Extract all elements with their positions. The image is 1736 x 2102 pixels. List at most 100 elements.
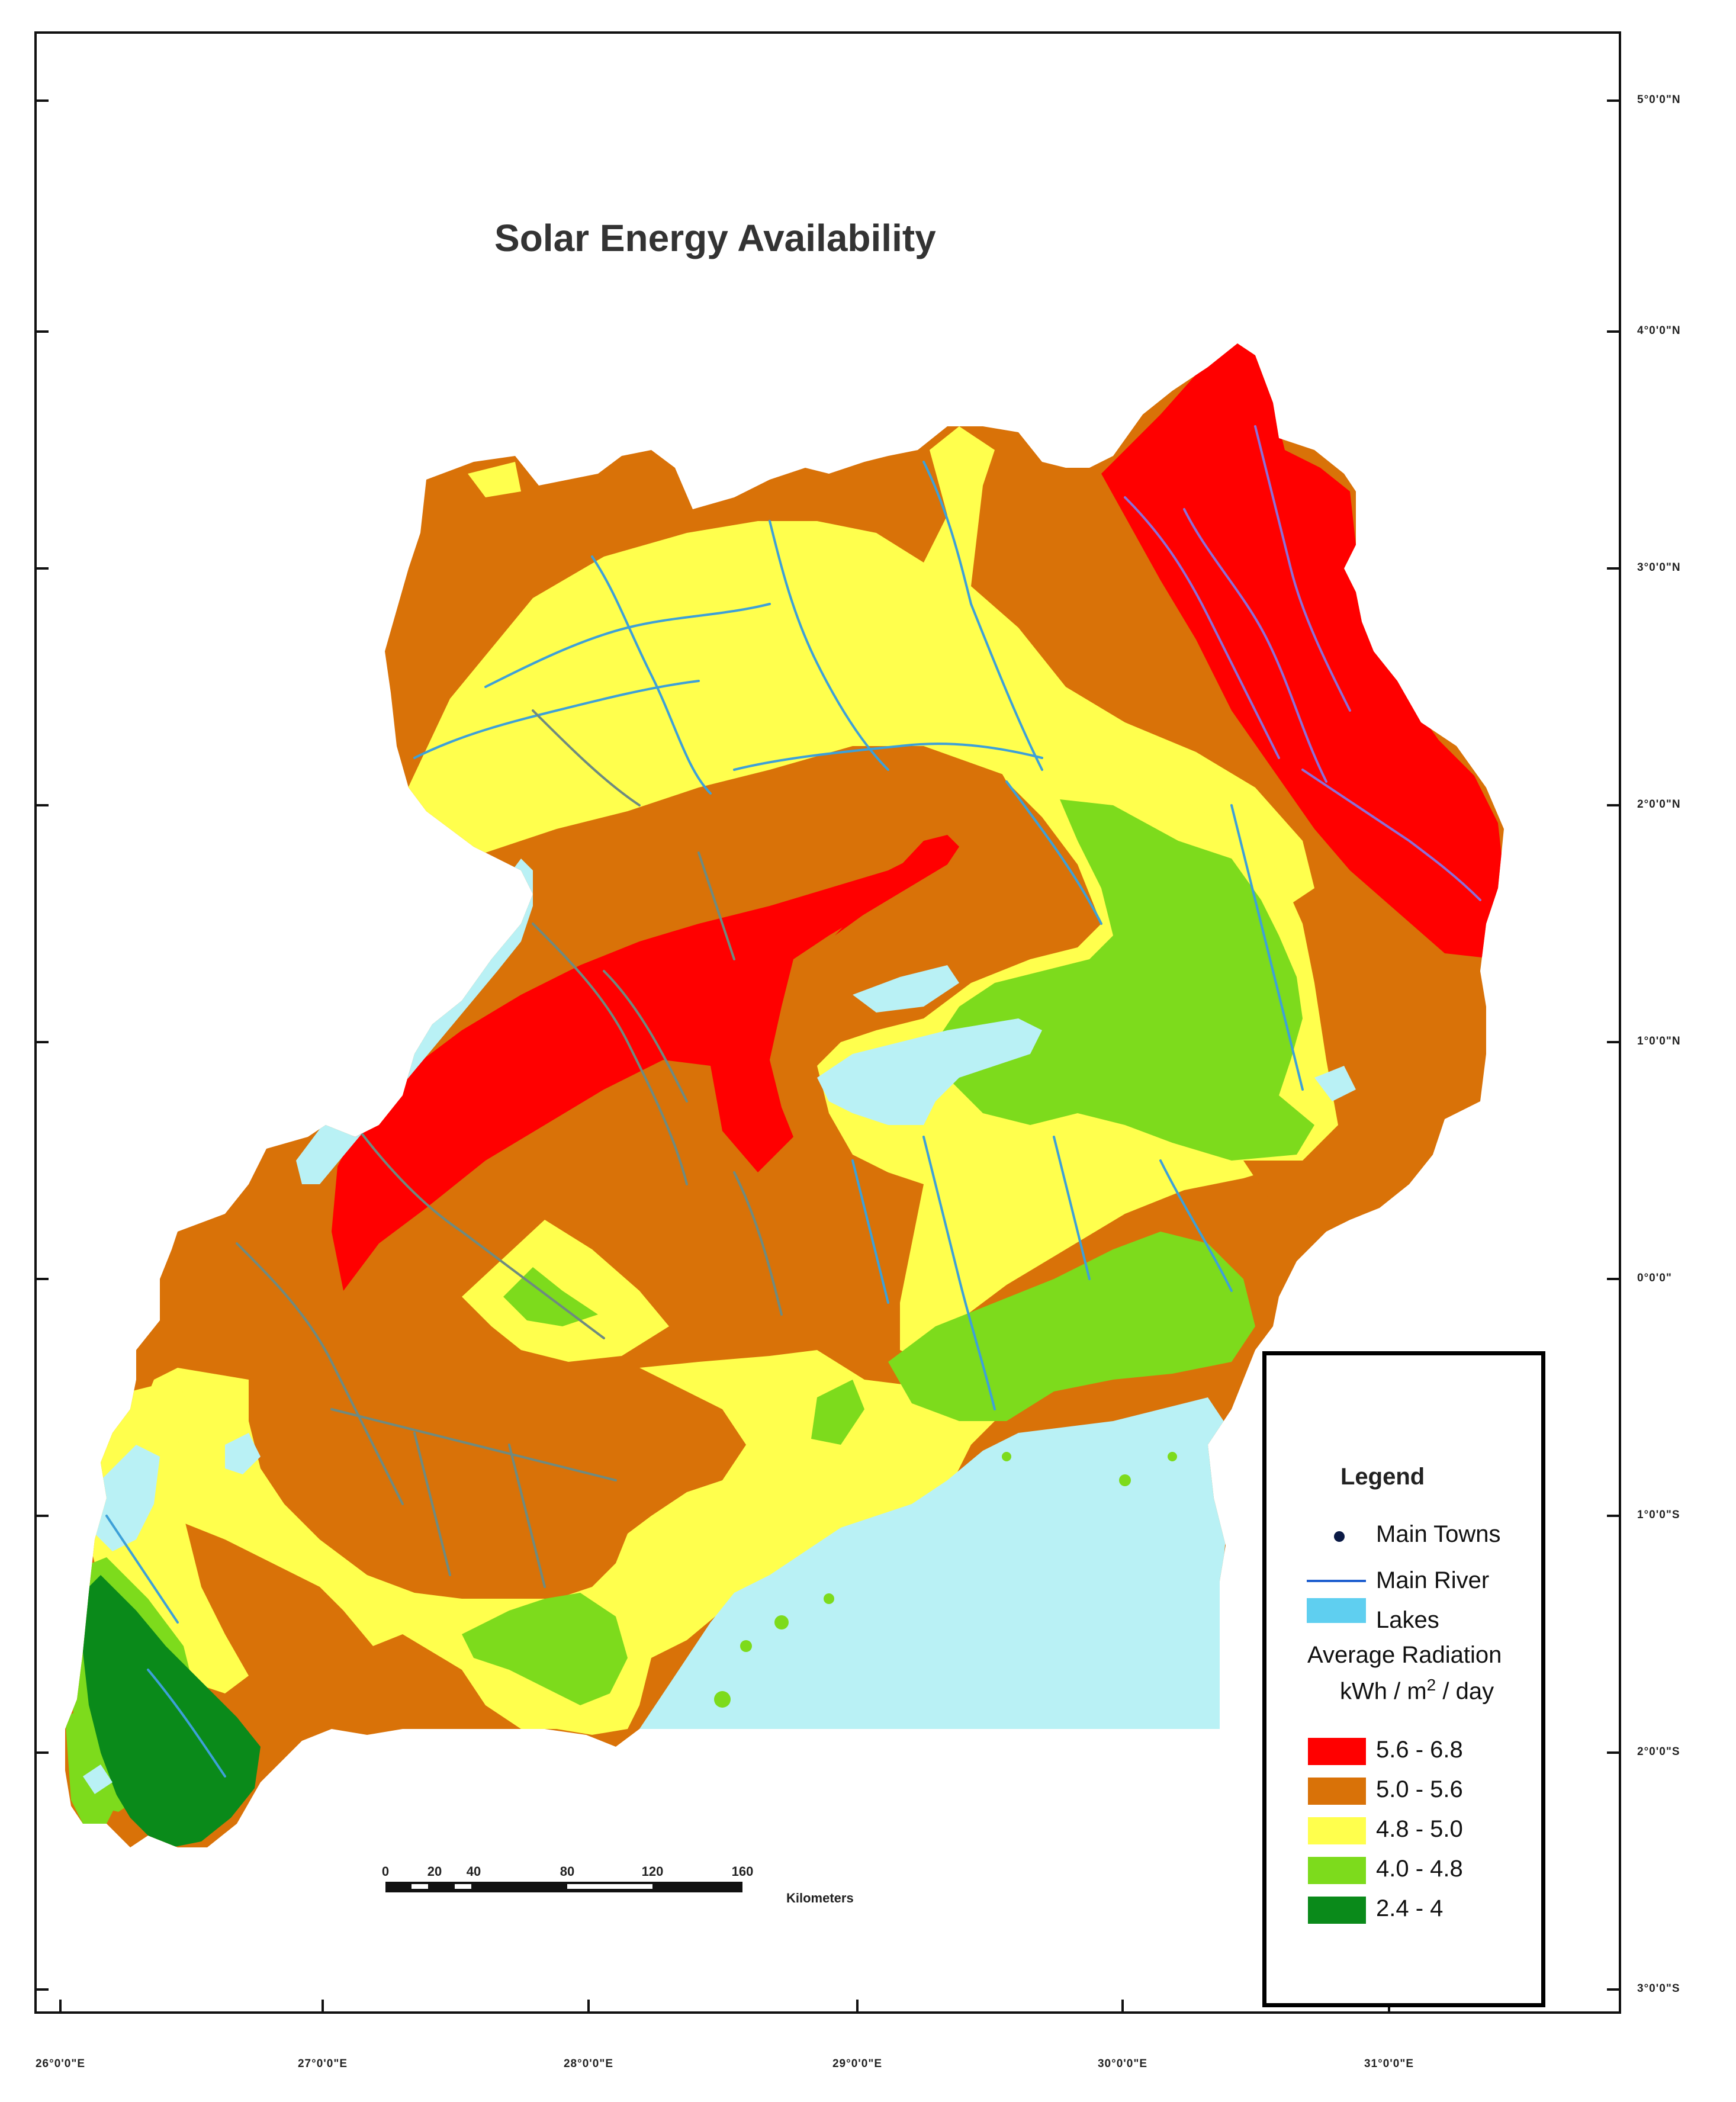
zone-4-0-4-8 [935, 799, 1314, 1161]
zone-4-0-4-8 [65, 1705, 118, 1824]
legend-radiation-unit: kWh / m2 / day [1340, 1676, 1494, 1705]
zone-4-8-5-0 [468, 462, 521, 497]
zone-4-8-5-0 [136, 1350, 1007, 1735]
lake-island [824, 1593, 834, 1604]
main-river [1159, 1159, 1233, 1292]
zone-5-6-6-8 [835, 835, 959, 936]
scale-tick-label: 160 [731, 1864, 754, 1879]
zone-4-8-5-0 [462, 1220, 669, 1362]
scale-bar-base [385, 1882, 742, 1892]
latitude-label: 2°0'0"N [1637, 798, 1681, 811]
lake-island [1002, 1452, 1011, 1461]
longitude-label: 26°0'0"E [35, 2058, 86, 2070]
main-river [591, 555, 712, 795]
scale-unit-label: Kilometers [786, 1891, 854, 1905]
lake-island [774, 1615, 789, 1629]
legend-title: Legend [1340, 1464, 1425, 1490]
zone-5-6-6-8 [332, 835, 959, 1291]
scale-bar-segment [567, 1884, 652, 1889]
main-river [603, 970, 688, 1103]
main-river [851, 1159, 889, 1304]
legend-class-label: 2.4 - 4 [1376, 1895, 1444, 1921]
river-line-icon [1307, 1580, 1366, 1582]
zone-5-6-6-8 [1101, 343, 1504, 959]
main-river [1230, 804, 1304, 1091]
latitude-label: 1°0'0"S [1637, 1509, 1680, 1521]
zone-4-0-4-8 [888, 1232, 1255, 1421]
longitude-label: 29°0'0"E [832, 2058, 883, 2070]
lake-bisina [1314, 1066, 1356, 1101]
main-river [532, 709, 641, 806]
legend-class-label: 4.8 - 5.0 [1376, 1816, 1463, 1842]
scale-bar-segment [455, 1884, 471, 1889]
main-river [1254, 425, 1351, 712]
legend-color-swatch [1308, 1738, 1366, 1765]
longitude-label: 30°0'0"E [1097, 2058, 1148, 2070]
main-river [922, 1136, 996, 1410]
longitude-label: 28°0'0"E [563, 2058, 614, 2070]
latitude-label: 5°0'0"N [1637, 94, 1681, 106]
main-river [413, 1432, 451, 1576]
latitude-label: 4°0'0"N [1637, 324, 1681, 337]
scale-tick-label: 80 [560, 1864, 575, 1879]
legend-main-river: Main River [1376, 1567, 1490, 1593]
legend-class-label: 5.0 - 5.6 [1376, 1776, 1463, 1802]
scale-tick-label: 120 [641, 1864, 664, 1879]
legend-radiation-title: Average Radiation [1307, 1642, 1502, 1668]
lake-island [1119, 1474, 1131, 1486]
zone-5-6-6-8 [1243, 1161, 1374, 1226]
lake-island [740, 1640, 752, 1652]
scale-tick-label: 0 [381, 1864, 390, 1879]
main-river [769, 520, 889, 771]
zone-4-0-4-8 [811, 1380, 864, 1445]
latitude-label: 0°0'0" [1637, 1272, 1672, 1284]
legend-box: Legend Main Towns Main River Lakes Avera… [1262, 1351, 1545, 2007]
zone-2-4-4 [77, 1575, 261, 1847]
lake-george [225, 1433, 261, 1474]
main-river [413, 680, 700, 759]
main-river [105, 1515, 179, 1624]
longitude-label: 31°0'0"E [1364, 2058, 1414, 2070]
latitude-label: 3°0'0"S [1637, 1982, 1680, 1995]
main-river [484, 603, 771, 688]
legend-color-swatch [1308, 1897, 1366, 1924]
main-river [330, 1408, 617, 1481]
legend-lakes: Lakes [1376, 1607, 1439, 1633]
main-river [354, 1124, 605, 1339]
main-river [147, 1669, 226, 1778]
scale-tick-label: 40 [466, 1864, 481, 1879]
lake-victoria [639, 1397, 1232, 1729]
legend-main-towns: Main Towns [1376, 1521, 1501, 1547]
latitude-label: 2°0'0"S [1637, 1746, 1680, 1758]
main-river [1183, 508, 1327, 783]
legend-class-label: 5.6 - 6.8 [1376, 1737, 1463, 1763]
main-river [1005, 780, 1102, 925]
lake-swatch [1307, 1598, 1366, 1623]
main-river [532, 923, 688, 1185]
scale-bar-segment [412, 1884, 428, 1889]
main-river [236, 1242, 404, 1505]
main-river [733, 743, 1043, 771]
main-river [1124, 496, 1280, 759]
latitude-label: 3°0'0"N [1637, 561, 1681, 574]
lake-bunyonyi [83, 1764, 112, 1794]
latitude-label: 1°0'0"N [1637, 1035, 1681, 1047]
main-river [733, 1171, 783, 1316]
main-river [508, 1444, 546, 1588]
lake-kyoga [817, 1018, 1042, 1125]
lake-island [714, 1691, 731, 1708]
zone-4-0-4-8 [462, 1593, 628, 1705]
map-title: Solar Energy Availability [494, 217, 936, 259]
longitude-label: 27°0'0"E [297, 2058, 348, 2070]
main-river [1053, 1136, 1091, 1280]
main-river [1301, 769, 1481, 901]
scale-tick-label: 20 [427, 1864, 442, 1879]
lake-island [1168, 1452, 1177, 1461]
legend-color-swatch [1308, 1817, 1366, 1844]
legend-color-swatch [1308, 1778, 1366, 1805]
main-river [697, 851, 735, 960]
scale-bar [385, 1882, 742, 1892]
legend-class-label: 4.0 - 4.8 [1376, 1856, 1463, 1882]
town-dot-icon [1334, 1531, 1345, 1542]
